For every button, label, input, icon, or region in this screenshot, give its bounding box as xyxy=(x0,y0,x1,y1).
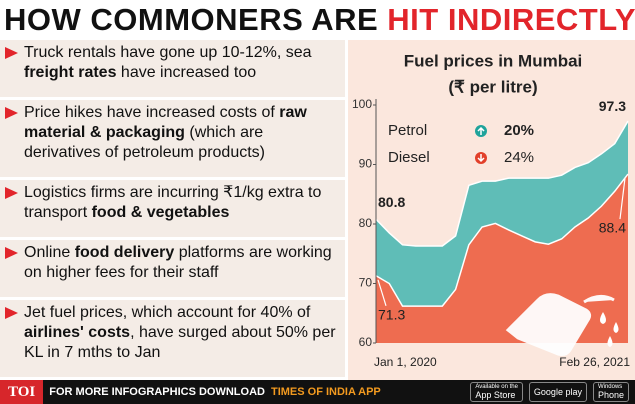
y-tick-label: 70 xyxy=(359,276,373,290)
bold-text: food delivery xyxy=(74,244,175,261)
store-badge: Windows Phone xyxy=(592,382,629,402)
bold-text: food & vegetables xyxy=(91,204,230,221)
legend-change: 24% xyxy=(504,149,534,166)
plot: 60 70 80 90 100 Jan 1, 2020 Feb 26, 2021 Petrol… xyxy=(352,97,630,369)
app-name: TIMES OF INDIA APP xyxy=(270,386,381,398)
footer-text: FOR MORE INFOGRAPHICS DOWNLOAD xyxy=(49,386,265,398)
bullet: Price hikes have increased costs of raw … xyxy=(0,100,345,180)
bold-text: airlines' costs xyxy=(24,324,131,341)
text: Truck rentals have gone up 10-12%, sea xyxy=(24,44,312,61)
label-leader xyxy=(377,279,387,306)
text: (which are derivatives of petroleum prod… xyxy=(24,124,265,161)
title-part: HIT INDIRECTLY xyxy=(387,2,635,37)
legend-arrow xyxy=(477,126,485,135)
bullet: Truck rentals have gone up 10-12%, sea f… xyxy=(0,40,345,100)
x-tick-label: Jan 1, 2020 xyxy=(374,355,437,369)
y-tick-label: 100 xyxy=(352,97,372,111)
chart-title: Fuel prices in Mumbai xyxy=(404,51,583,70)
text: have increased too xyxy=(116,64,257,81)
store-badge: Google play xyxy=(528,382,587,402)
text: , have surged about 50% per KL in 7 mths… xyxy=(24,324,336,361)
fuel-drops xyxy=(600,312,619,347)
text: Online xyxy=(24,244,75,261)
data-label: 71.3 xyxy=(378,306,405,322)
logo: TOI xyxy=(0,380,44,404)
bullet: Jet fuel prices, which account for 40% o… xyxy=(0,300,345,380)
y-tick-label: 60 xyxy=(359,335,373,349)
badge-top: Available on the xyxy=(475,384,518,390)
data-label: 97.3 xyxy=(599,98,626,114)
bullet: Logistics firms are incurring ₹1/kg extr… xyxy=(0,180,345,240)
store-badge: Available on the App Store xyxy=(470,382,523,402)
header: HOW COMMONERS ARE HIT INDIRECTLY xyxy=(0,0,635,40)
legend-arrow xyxy=(477,154,485,163)
bullet: Online food delivery platforms are worki… xyxy=(0,240,345,300)
bold-text: freight rates xyxy=(24,64,117,81)
y-tick-label: 80 xyxy=(359,216,373,230)
y-tick-label: 90 xyxy=(359,157,373,171)
footer: TOI FOR MORE INFOGRAPHICS DOWNLOAD TIMES O… xyxy=(0,380,635,404)
data-label: 88.4 xyxy=(599,220,626,236)
text: Logistics firms are incurring ₹1/kg extr… xyxy=(24,184,322,221)
area-edge xyxy=(375,173,629,307)
area-edge xyxy=(375,120,629,247)
legend-label: Petrol xyxy=(388,122,427,139)
title-part: HOW COMMONERS ARE xyxy=(4,2,388,37)
chart-subtitle: (₹ per litre) xyxy=(448,77,537,96)
text: Price hikes have increased costs of xyxy=(24,104,280,121)
x-tick-label: Feb 26, 2021 xyxy=(559,355,630,369)
data-label: 80.8 xyxy=(378,194,405,210)
legend-label: Diesel xyxy=(388,149,430,166)
text: platforms are working on higher fees for… xyxy=(24,244,332,281)
text: Jet fuel prices, which account for 40% o… xyxy=(24,304,311,321)
legend-change: 20% xyxy=(504,122,534,139)
bullet-list: Truck rentals have gone up 10-12%, sea f… xyxy=(0,40,345,380)
chart: Fuel prices in Mumbai (₹ per litre) 60 70… xyxy=(348,40,635,380)
badge-main: Google play xyxy=(533,386,582,397)
badge-main: App Store xyxy=(475,390,516,400)
fuel-nozzle-icon xyxy=(505,293,615,356)
label-leader xyxy=(619,177,626,220)
badge-main: Phone xyxy=(597,390,624,400)
badge-top: Windows xyxy=(597,384,623,390)
bold-text: raw material & packaging xyxy=(24,104,307,141)
